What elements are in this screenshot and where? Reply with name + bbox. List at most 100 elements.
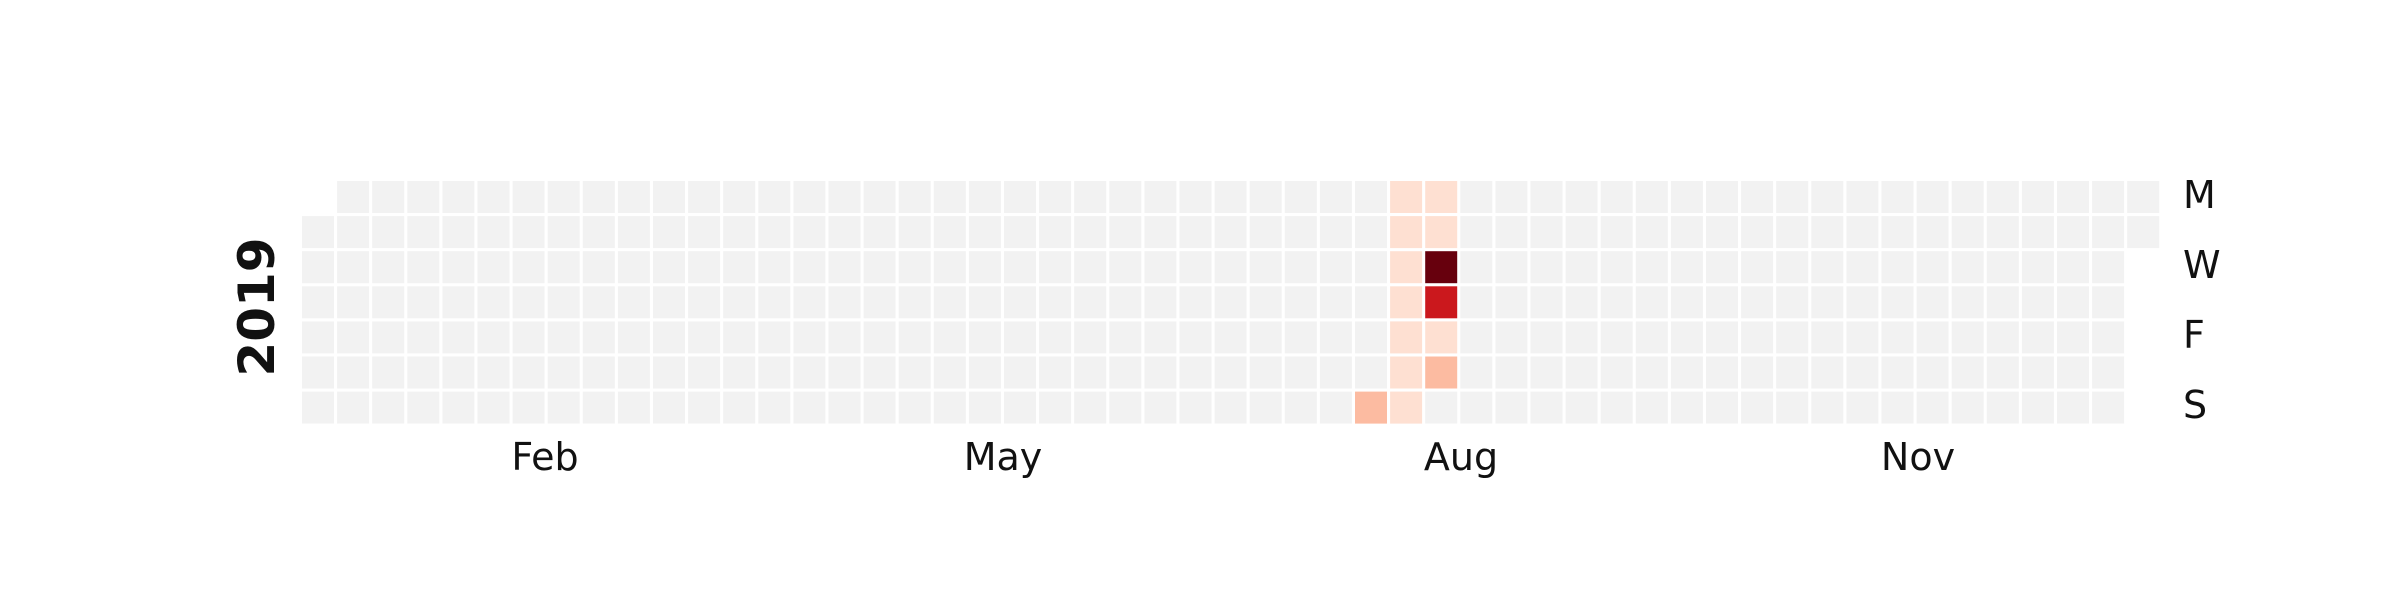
heatmap-cell-2019-12-19 xyxy=(2057,286,2089,319)
heatmap-cell-2019-02-17 xyxy=(512,391,545,424)
heatmap-cell-2019-06-21 xyxy=(1144,321,1177,354)
heatmap-cell-2019-02-06 xyxy=(477,251,510,284)
heatmap-cell-2019-09-23 xyxy=(1635,181,1668,213)
heatmap-cell-2019-08-23 xyxy=(1460,321,1493,354)
month-label-aug: Aug xyxy=(1424,435,1498,479)
heatmap-cell-2019-12-25 xyxy=(2092,251,2125,284)
heatmap-cell-2019-02-02 xyxy=(442,356,475,389)
heatmap-cell-2019-12-24 xyxy=(2092,216,2125,249)
heatmap-cell-2019-07-31 xyxy=(1355,251,1387,284)
heatmap-cell-2019-01-27 xyxy=(407,391,440,424)
heatmap-cell-2019-05-14 xyxy=(968,216,1001,249)
heatmap-cell-2019-04-29 xyxy=(898,181,931,213)
heatmap-cell-2019-11-25 xyxy=(1951,181,1984,213)
heatmap-cell-2019-12-14 xyxy=(2021,356,2054,389)
heatmap-cell-2019-07-26 xyxy=(1319,321,1352,354)
heatmap-cell-2019-09-30 xyxy=(1670,181,1703,213)
month-label-feb: Feb xyxy=(511,435,578,479)
heatmap-cell-2019-02-14 xyxy=(512,286,545,319)
heatmap-cell-2019-12-28 xyxy=(2092,356,2125,389)
heatmap-labels: 2019 Feb May Aug Nov M W F S xyxy=(228,173,2221,479)
heatmap-cell-2019-07-20 xyxy=(1284,356,1317,389)
heatmap-cell-2019-04-03 xyxy=(758,251,791,284)
heatmap-cell-2019-04-15 xyxy=(828,181,861,213)
heatmap-cell-2019-02-10 xyxy=(477,391,510,424)
heatmap-cell-2019-11-02 xyxy=(1811,356,1844,389)
heatmap-cell-2019-11-03 xyxy=(1811,391,1844,424)
heatmap-cell-2019-11-23 xyxy=(1916,356,1949,389)
heatmap-cell-2019-04-21 xyxy=(828,391,861,424)
heatmap-cell-2019-09-02 xyxy=(1530,181,1563,213)
weekday-label-wednesday: W xyxy=(2183,243,2221,287)
heatmap-cell-2019-02-26 xyxy=(582,216,615,249)
heatmap-cell-2019-03-19 xyxy=(688,216,721,249)
heatmap-cell-2019-09-06 xyxy=(1530,321,1563,354)
heatmap-cell-2019-04-01 xyxy=(758,181,791,213)
heatmap-cell-2019-11-20 xyxy=(1916,251,1949,284)
heatmap-cell-2019-03-04 xyxy=(617,181,650,213)
heatmap-cell-2019-01-10 xyxy=(337,286,370,319)
heatmap-cell-2019-01-14 xyxy=(372,181,405,213)
heatmap-cell-2019-08-02 xyxy=(1355,321,1387,354)
weekday-label-monday: M xyxy=(2183,173,2216,217)
heatmap-cell-2019-03-16 xyxy=(653,356,685,389)
heatmap-cell-2019-12-01 xyxy=(1951,391,1984,424)
heatmap-cell-2019-05-02 xyxy=(898,286,931,319)
heatmap-cell-2019-04-20 xyxy=(828,356,861,389)
heatmap-cell-2019-12-07 xyxy=(1986,356,2019,389)
heatmap-cell-2019-05-25 xyxy=(1004,356,1036,389)
heatmap-cell-2019-11-13 xyxy=(1881,251,1914,284)
heatmap-cell-2019-08-03 xyxy=(1355,356,1387,389)
heatmap-cell-2019-02-21 xyxy=(547,286,580,319)
heatmap-cell-2019-01-16 xyxy=(372,251,405,284)
heatmap-cell-2019-09-05 xyxy=(1530,286,1563,319)
heatmap-cell-2019-10-20 xyxy=(1741,391,1774,424)
heatmap-cell-2019-10-04 xyxy=(1670,321,1703,354)
heatmap-cell-2019-05-07 xyxy=(933,216,966,249)
heatmap-cell-2019-04-04 xyxy=(758,286,791,319)
heatmap-cell-2019-05-19 xyxy=(968,391,1001,424)
heatmap-cell-2019-05-20 xyxy=(1004,181,1036,213)
heatmap-cell-2019-09-09 xyxy=(1565,181,1598,213)
heatmap-cell-2019-06-11 xyxy=(1109,216,1142,249)
heatmap-cell-2019-09-19 xyxy=(1600,286,1633,319)
heatmap-cell-2019-09-20 xyxy=(1600,321,1633,354)
heatmap-cell-2019-05-27 xyxy=(1039,181,1072,213)
heatmap-cell-2019-06-23 xyxy=(1144,391,1177,424)
heatmap-cell-2019-04-09 xyxy=(793,216,826,249)
heatmap-cell-2019-10-23 xyxy=(1776,251,1809,284)
heatmap-cell-2019-02-22 xyxy=(547,321,580,354)
heatmap-cell-2019-02-23 xyxy=(547,356,580,389)
heatmap-cell-2019-01-18 xyxy=(372,321,405,354)
heatmap-cell-2019-10-21 xyxy=(1776,181,1809,213)
heatmap-cell-2019-01-22 xyxy=(407,216,440,249)
heatmap-cell-2019-06-15 xyxy=(1109,356,1142,389)
heatmap-cell-2019-02-05 xyxy=(477,216,510,249)
heatmap-cell-2019-05-17 xyxy=(968,321,1001,354)
heatmap-cell-2019-04-06 xyxy=(758,356,791,389)
heatmap-cell-2019-01-17 xyxy=(372,286,405,319)
heatmap-cell-2019-02-07 xyxy=(477,286,510,319)
heatmap-cell-2019-07-13 xyxy=(1249,356,1282,389)
heatmap-cell-2019-11-12 xyxy=(1881,216,1914,249)
heatmap-cell-2019-11-29 xyxy=(1951,321,1984,354)
heatmap-cell-2019-12-30 xyxy=(2127,181,2160,213)
heatmap-cell-2019-02-11 xyxy=(512,181,545,213)
heatmap-cell-2019-09-16 xyxy=(1600,181,1633,213)
heatmap-cell-2019-03-01 xyxy=(582,321,615,354)
heatmap-cell-2019-01-31 xyxy=(442,286,475,319)
heatmap-cell-2019-08-18 xyxy=(1425,391,1458,424)
heatmap-cell-2019-04-14 xyxy=(793,391,826,424)
heatmap-cell-2019-07-09 xyxy=(1249,216,1282,249)
heatmap-cell-2019-10-28 xyxy=(1811,181,1844,213)
heatmap-cell-2019-04-23 xyxy=(863,216,896,249)
heatmap-cell-2019-03-23 xyxy=(688,356,721,389)
heatmap-cell-2019-05-10 xyxy=(933,321,966,354)
heatmap-cell-2019-09-26 xyxy=(1635,286,1668,319)
heatmap-cell-2019-08-11 xyxy=(1390,391,1423,424)
heatmap-cell-2019-02-08 xyxy=(477,321,510,354)
heatmap-cell-2019-08-06 xyxy=(1390,216,1423,249)
heatmap-cell-2019-05-22 xyxy=(1004,251,1036,284)
heatmap-cell-2019-07-07 xyxy=(1214,391,1247,424)
heatmap-cell-2019-02-03 xyxy=(442,391,475,424)
